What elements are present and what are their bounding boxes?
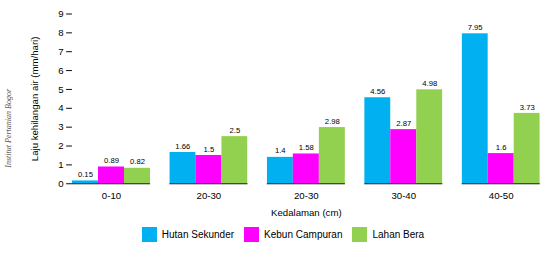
- svg-text:Laju kehilangan air (mm/hari): Laju kehilangan air (mm/hari): [29, 37, 40, 162]
- svg-text:6: 6: [58, 65, 63, 76]
- svg-text:2.98: 2.98: [325, 117, 340, 126]
- svg-text:0-10: 0-10: [102, 190, 121, 201]
- svg-text:20-30: 20-30: [197, 190, 222, 201]
- svg-text:3: 3: [58, 121, 63, 132]
- svg-text:2: 2: [58, 140, 63, 151]
- svg-text:4: 4: [58, 102, 64, 113]
- svg-text:1.5: 1.5: [204, 145, 215, 154]
- svg-text:0: 0: [58, 178, 63, 189]
- svg-text:1.58: 1.58: [299, 143, 314, 152]
- html-text:Kebun Campuran: Kebun Campuran: [264, 229, 343, 240]
- svg-text:20-30: 20-30: [294, 190, 319, 201]
- svg-text:30-40: 30-40: [391, 190, 416, 201]
- svg-text:1.4: 1.4: [275, 146, 286, 155]
- svg-text:5: 5: [58, 84, 63, 95]
- svg-text:1.6: 1.6: [496, 143, 507, 152]
- svg-text:4.56: 4.56: [370, 87, 385, 96]
- svg-text:2.87: 2.87: [396, 119, 411, 128]
- svg-text:8: 8: [58, 27, 63, 38]
- svg-text:7: 7: [58, 46, 63, 57]
- svg-text:0.82: 0.82: [130, 157, 145, 166]
- svg-text:4.98: 4.98: [422, 79, 437, 88]
- svg-text:40-50: 40-50: [489, 190, 514, 201]
- html-text:Institut Pertanian Bogor: Institut Pertanian Bogor: [3, 88, 13, 168]
- svg-text:7.95: 7.95: [468, 23, 483, 32]
- svg-text:2.5: 2.5: [230, 126, 241, 135]
- svg-text:0.15: 0.15: [78, 170, 93, 179]
- svg-text:9: 9: [58, 8, 63, 19]
- svg-text:Kedalaman (cm): Kedalaman (cm): [271, 207, 342, 218]
- html-text:Lahan Bera: Lahan Bera: [372, 229, 425, 240]
- svg-text:3.73: 3.73: [520, 103, 535, 112]
- svg-text:0.89: 0.89: [104, 156, 119, 165]
- html-text:Hutan Sekunder: Hutan Sekunder: [161, 229, 235, 240]
- svg-text:1: 1: [58, 159, 63, 170]
- svg-text:1.66: 1.66: [175, 142, 190, 151]
